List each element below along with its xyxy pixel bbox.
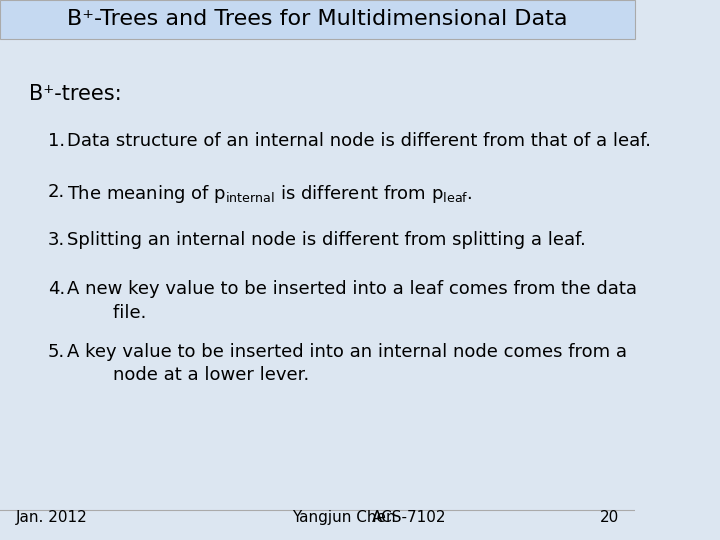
Text: The meaning of p$_{\mathrm{internal}}$ is different from p$_{\mathrm{leaf}}$.: The meaning of p$_{\mathrm{internal}}$ i… xyxy=(67,183,472,205)
Text: B⁺-trees:: B⁺-trees: xyxy=(29,84,121,104)
Text: Jan. 2012: Jan. 2012 xyxy=(16,510,88,525)
Text: ACS-7102: ACS-7102 xyxy=(372,510,446,525)
Text: 3.: 3. xyxy=(48,232,65,249)
Text: Splitting an internal node is different from splitting a leaf.: Splitting an internal node is different … xyxy=(67,232,585,249)
Text: 1.: 1. xyxy=(48,132,65,150)
Text: 2.: 2. xyxy=(48,183,65,201)
Text: 20: 20 xyxy=(600,510,619,525)
FancyBboxPatch shape xyxy=(0,0,636,39)
Text: A key value to be inserted into an internal node comes from a
        node at a : A key value to be inserted into an inter… xyxy=(67,342,626,384)
Text: B⁺-Trees and Trees for Multidimensional Data: B⁺-Trees and Trees for Multidimensional … xyxy=(68,9,568,30)
Text: 5.: 5. xyxy=(48,342,65,361)
Text: 4.: 4. xyxy=(48,280,65,298)
Text: A new key value to be inserted into a leaf comes from the data
        file.: A new key value to be inserted into a le… xyxy=(67,280,636,322)
Text: Data structure of an internal node is different from that of a leaf.: Data structure of an internal node is di… xyxy=(67,132,651,150)
Text: Yangjun Chen: Yangjun Chen xyxy=(292,510,396,525)
